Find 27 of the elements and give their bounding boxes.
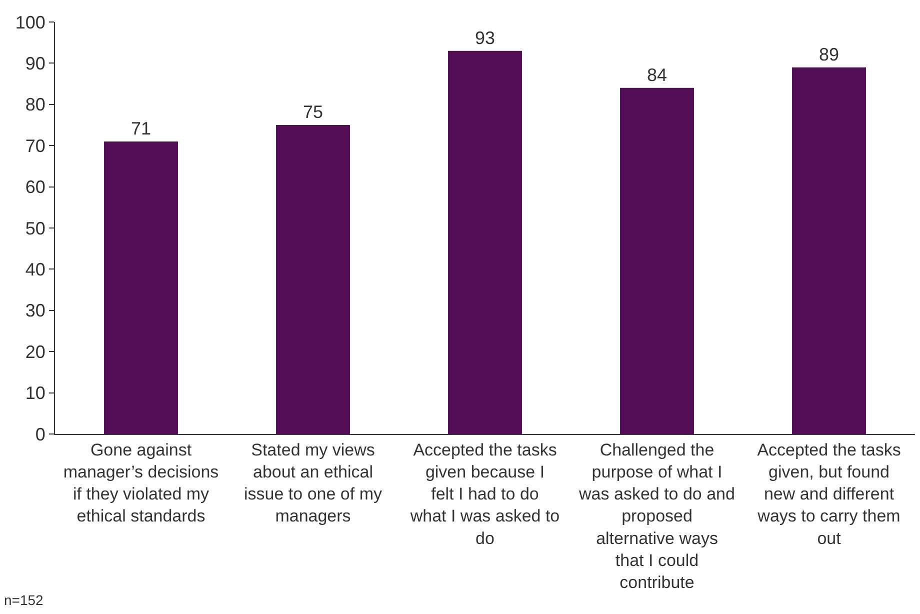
text: n=152 <box>4 592 44 608</box>
y-tick-label: 80 <box>25 94 46 115</box>
bar <box>792 67 866 434</box>
y-tick-label: 90 <box>25 54 46 74</box>
bar <box>448 50 522 434</box>
y-tick-label: 60 <box>25 177 46 198</box>
bar <box>620 88 694 434</box>
y-tick-label: 50 <box>25 218 46 238</box>
y-tick-label: 0 <box>35 424 46 444</box>
data-label: 93 <box>474 28 496 48</box>
data-label: 84 <box>646 64 668 85</box>
bar <box>276 125 350 434</box>
y-tick-label: 40 <box>25 260 46 280</box>
y-tick-label: 20 <box>25 342 46 362</box>
y-tick-label: 30 <box>25 300 46 321</box>
x-tick-label: Accepted the tasks given, but found new and different ways to carry them out <box>756 440 901 548</box>
x-tick-label: Accepted the tasks given because I felt I had to do what I was asked to do <box>409 440 560 548</box>
bar <box>104 141 178 434</box>
x-tick-label: Gone against manager’s decisions if they violated my ethical standards <box>63 440 219 526</box>
y-tick-label: 100 <box>15 12 46 32</box>
y-tick-label: 10 <box>25 383 46 404</box>
data-label: 89 <box>818 44 840 64</box>
data-label: 71 <box>130 118 152 138</box>
data-label: 75 <box>302 102 324 122</box>
x-tick-label: Challenged the purpose of what I was asked to do and proposed alternative ways that I could contribute <box>578 440 735 592</box>
y-tick-label: 70 <box>25 136 46 156</box>
x-tick-label: Stated my views about an ethical issue to one of my managers <box>244 440 382 526</box>
